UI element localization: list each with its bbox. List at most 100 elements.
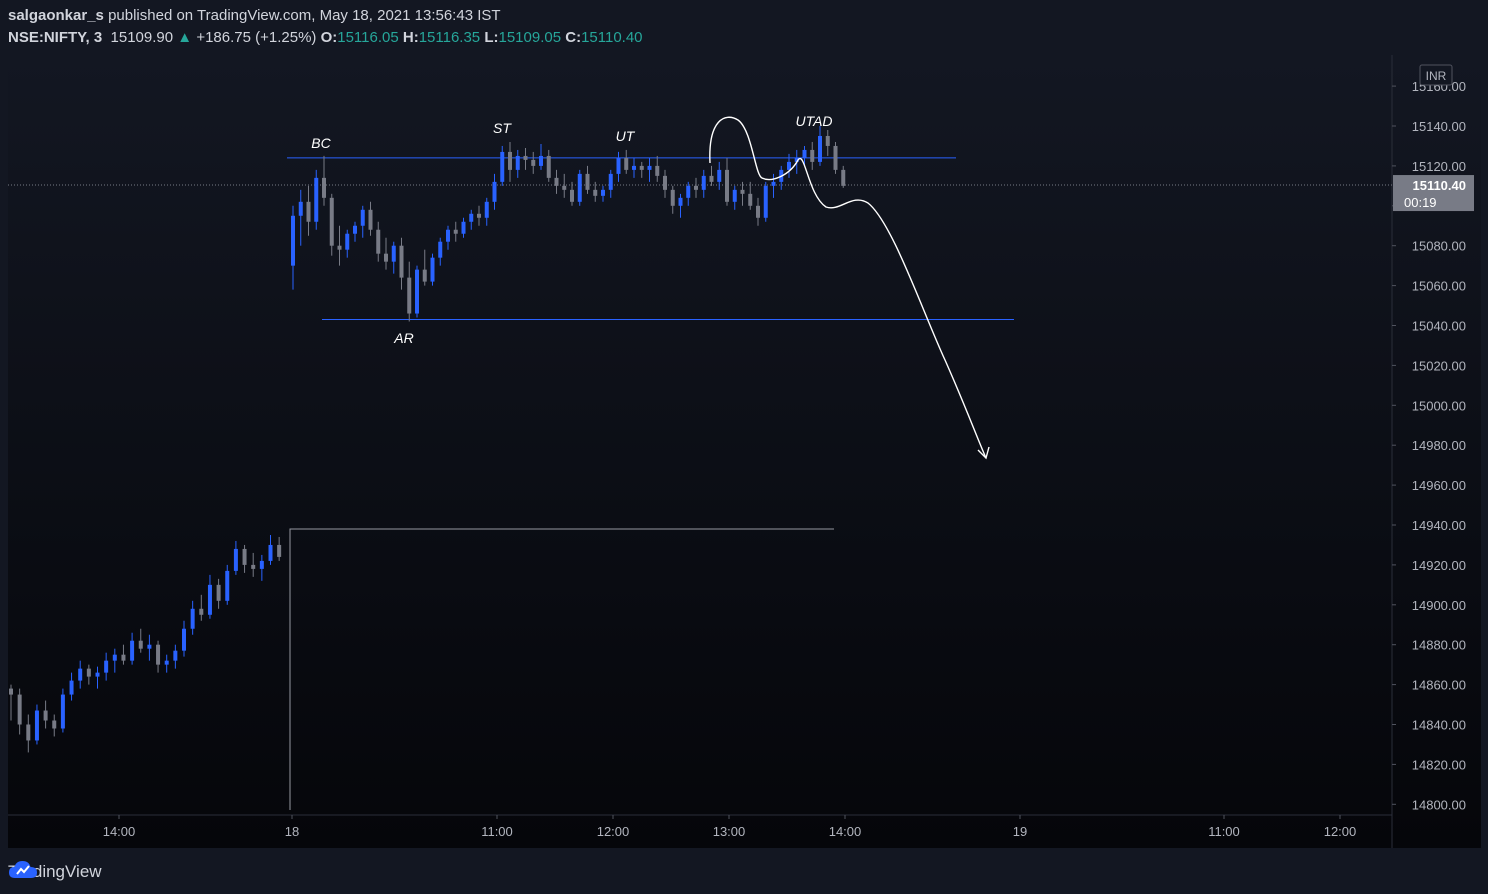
prev-close-line [289, 528, 834, 810]
y-tick-label: 14840.00 [1412, 718, 1466, 733]
day2-candle [787, 161, 791, 170]
day2-candle [438, 241, 443, 258]
annotation-ut: UT [616, 128, 636, 144]
tradingview-cloud-icon [9, 861, 37, 878]
low-label: L: [484, 29, 499, 46]
day2-candle [492, 181, 497, 202]
day2-candle [399, 245, 404, 278]
day2-candle [802, 149, 807, 158]
projection-path [709, 116, 987, 459]
day1-candle [225, 570, 230, 601]
annotation-ar: AR [393, 330, 413, 346]
day2-candle [554, 177, 559, 186]
day2-candle [353, 225, 357, 234]
chart-area[interactable]: 15160.0015140.0015120.0015100.0015080.00… [8, 55, 1481, 848]
y-tick-label: 14940.00 [1412, 518, 1466, 533]
high-value: 15116.35 [418, 29, 481, 46]
last-price-badge-label: 15110.40 [1412, 178, 1466, 193]
day2-candle [616, 157, 621, 174]
day2-candle [655, 165, 660, 176]
day2-candle [771, 181, 776, 186]
y-tick-label: 14880.00 [1412, 638, 1466, 653]
day1-candle [199, 608, 204, 615]
day1-candle [60, 694, 65, 729]
day1-candle [277, 544, 282, 557]
x-tick-label: 18 [285, 824, 299, 839]
day2-candle [585, 173, 590, 190]
day2-candle [670, 189, 675, 206]
day2-candle [694, 185, 698, 190]
day2-candle [763, 185, 768, 218]
day2-candle [818, 135, 822, 162]
x-tick-label: 12:00 [1324, 824, 1357, 839]
annotation-st: ST [493, 120, 512, 136]
day2-candle [469, 213, 474, 222]
day2-candle [376, 229, 381, 254]
x-tick-label: 11:00 [481, 824, 513, 839]
candlestick-chart[interactable]: 15160.0015140.0015120.0015100.0015080.00… [8, 55, 1481, 848]
day1-candle [259, 560, 264, 569]
day1-candle [182, 628, 186, 651]
day1-candle [121, 654, 126, 661]
day2-candle [298, 201, 303, 216]
day2-candle [794, 157, 799, 162]
up-arrow-icon: ▲ [177, 29, 193, 46]
high-label: H: [402, 29, 419, 46]
day1-candle [190, 608, 195, 629]
day2-candle [632, 165, 636, 170]
day2-candle [624, 157, 629, 170]
day2-candle [725, 169, 729, 202]
day2-candle [515, 155, 520, 170]
author-name[interactable]: salgaonkar_s [8, 7, 104, 24]
day1-candle [26, 724, 31, 741]
y-tick-label: 14920.00 [1412, 558, 1466, 573]
day2-candle [701, 175, 706, 190]
y-tick-label: 15080.00 [1412, 239, 1466, 254]
day2-candle [740, 189, 745, 194]
close-value: 15110.40 [581, 29, 643, 46]
footer-brand[interactable]: TradingView [8, 858, 102, 886]
day2-candle [477, 213, 481, 218]
day2-candle [484, 201, 489, 218]
day1-candle [216, 584, 221, 601]
day2-candle [531, 159, 536, 166]
y-tick-label: 15120.00 [1412, 159, 1466, 174]
y-tick-label: 15060.00 [1412, 279, 1466, 294]
day2-candle [291, 215, 295, 266]
x-tick-label: 11:00 [1208, 824, 1240, 839]
annotation-bc: BC [311, 135, 331, 151]
y-tick-label: 14980.00 [1412, 438, 1466, 453]
day2-candle [322, 177, 326, 198]
day2-candle [756, 205, 760, 218]
day2-candle [593, 189, 598, 196]
annotation-utad: UTAD [795, 113, 832, 129]
currency-label: INR [1426, 69, 1447, 83]
y-tick-label: 15000.00 [1412, 398, 1466, 413]
day2-candle [453, 229, 458, 234]
y-tick-label: 14900.00 [1412, 598, 1466, 613]
day2-candle [546, 155, 551, 178]
day2-candle [717, 169, 722, 182]
day2-candle [639, 165, 644, 170]
day1-candle [43, 710, 48, 721]
day1-candle [86, 668, 91, 677]
day2-candle [430, 257, 435, 282]
x-tick-label: 19 [1013, 824, 1027, 839]
day2-candle [314, 177, 319, 222]
x-tick-label: 12:00 [597, 824, 630, 839]
day2-candle [732, 189, 737, 202]
y-tick-label: 14860.00 [1412, 678, 1466, 693]
day1-candle [251, 564, 256, 569]
day2-candle [825, 135, 830, 146]
open-label: O: [320, 29, 338, 46]
day2-candle [306, 201, 311, 222]
last-price: 15109.90 [110, 29, 174, 46]
day2-candle [337, 245, 342, 250]
day1-candle [112, 654, 117, 661]
day2-candle [539, 155, 543, 166]
day2-candle [833, 145, 838, 170]
price-change: +186.75 (+1.25%) [196, 29, 317, 46]
day2-candle [748, 193, 753, 206]
x-tick-label: 13:00 [713, 824, 746, 839]
day2-candle [577, 173, 582, 202]
